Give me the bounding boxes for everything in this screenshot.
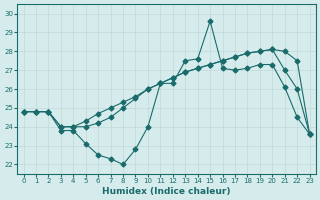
X-axis label: Humidex (Indice chaleur): Humidex (Indice chaleur) <box>102 187 231 196</box>
